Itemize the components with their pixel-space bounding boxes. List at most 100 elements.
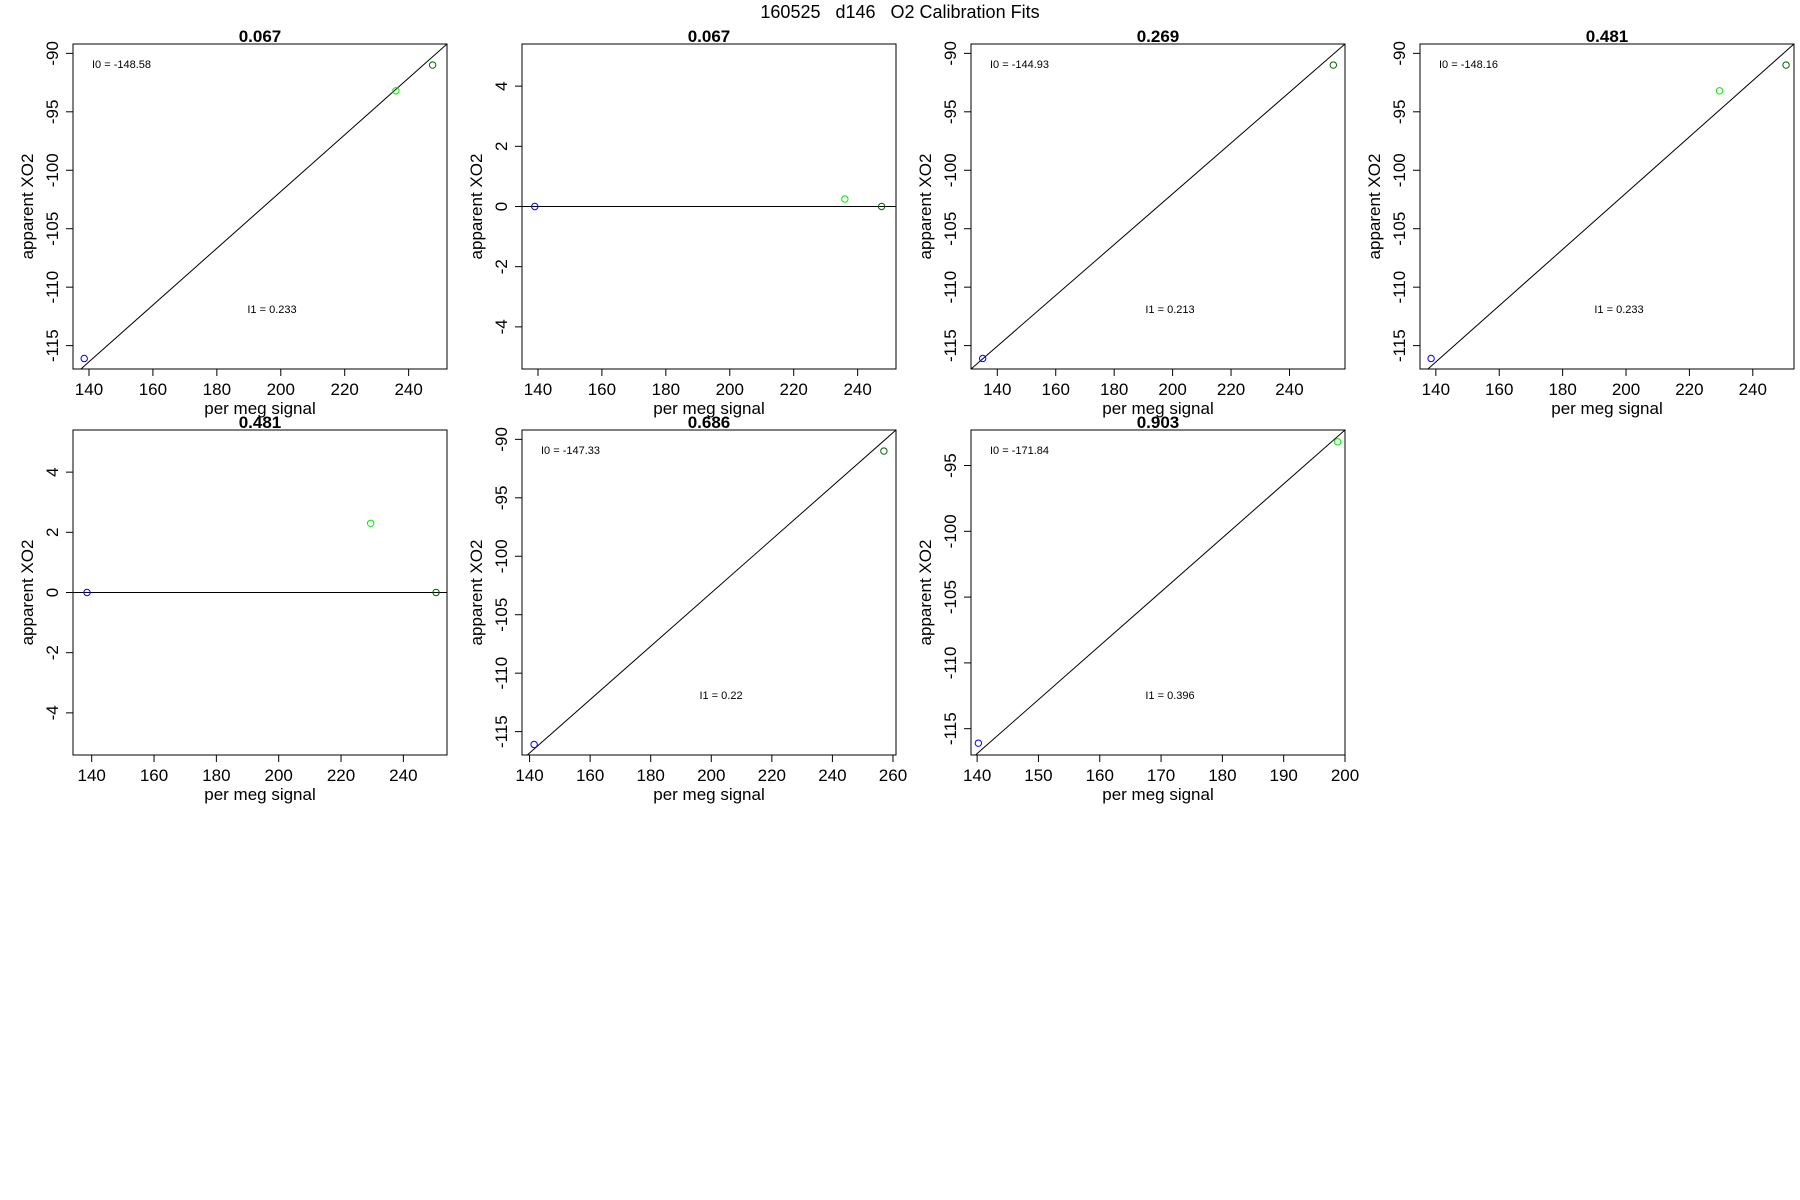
y-tick-label: -95 [941, 453, 960, 478]
data-point-green [428, 61, 437, 69]
panel-title: 0.067 [688, 27, 731, 46]
y-axis-label: apparent XO2 [1365, 154, 1384, 260]
y-tick-label: -110 [1390, 271, 1409, 304]
x-tick-label: 140 [515, 766, 543, 785]
x-tick-label: 170 [1147, 766, 1175, 785]
slope-annotation: I1 = 0.396 [1145, 690, 1194, 702]
x-tick-label: 200 [265, 766, 293, 785]
data-point-lime [366, 519, 375, 527]
y-axis-label: apparent XO2 [916, 154, 935, 260]
x-tick-label: 220 [1675, 380, 1703, 399]
y-tick-label: -115 [1390, 329, 1409, 362]
chart-panel-5: 0.481 140 160 180 200 220 240 -4 -2 0 2 4 per meg si… [18, 413, 448, 804]
x-tick-label: 200 [697, 766, 725, 785]
data-point-lime [1715, 87, 1724, 95]
x-tick-label: 240 [389, 766, 417, 785]
y-tick-label: 4 [43, 467, 62, 476]
panel-title: 0.481 [1586, 27, 1629, 46]
x-tick-label: 160 [140, 766, 168, 785]
x-tick-label: 140 [1422, 380, 1450, 399]
y-tick-label: -115 [492, 715, 511, 748]
y-tick-label: -110 [43, 271, 62, 304]
x-tick-label: 220 [758, 766, 786, 785]
x-tick-label: 160 [1042, 380, 1070, 399]
chart-panel-3: 0.269 140 160 180 200 220 240 -115 -110 -105 -100 -… [916, 27, 1346, 418]
y-axis-label: apparent XO2 [467, 154, 486, 260]
y-tick-label: -100 [1390, 153, 1409, 187]
x-tick-label: 150 [1024, 766, 1052, 785]
x-tick-label: 200 [1331, 766, 1359, 785]
y-tick-label: -4 [43, 705, 62, 720]
x-tick-label: 180 [203, 380, 231, 399]
chart-panel-6: 0.686 140 160 180 200 220 240 260 -115 -110 -105 -1… [467, 413, 907, 804]
y-tick-label: -95 [1390, 100, 1409, 125]
panel-title: 0.903 [1137, 413, 1180, 432]
x-tick-label: 240 [394, 380, 422, 399]
fit-line [971, 44, 1345, 369]
intercept-annotation: I0 = -171.84 [990, 445, 1049, 457]
data-point-lime [841, 195, 849, 203]
x-tick-label: 220 [327, 766, 355, 785]
x-tick-label: 160 [1485, 380, 1513, 399]
data-point-blue [531, 202, 539, 211]
slope-annotation: I1 = 0.233 [247, 304, 296, 316]
data-point-blue [1427, 354, 1435, 363]
y-tick-label: 4 [492, 81, 511, 90]
x-tick-label: 140 [524, 380, 552, 399]
intercept-annotation: I0 = -144.93 [990, 59, 1049, 71]
data-point-lime [392, 87, 400, 95]
y-tick-label: 0 [492, 202, 511, 211]
panel-title: 0.481 [239, 413, 282, 432]
data-point-lime [1333, 438, 1342, 446]
y-tick-label: -110 [941, 271, 960, 304]
x-tick-label: 240 [818, 766, 846, 785]
x-tick-label: 160 [588, 380, 616, 399]
chart-panel-4: 0.481 140 160 180 200 220 240 -115 -110 -105 -100 -… [1365, 27, 1795, 418]
y-tick-label: -105 [941, 212, 960, 246]
x-tick-label: 200 [267, 380, 295, 399]
y-tick-label: -110 [941, 647, 960, 680]
x-tick-label: 140 [963, 766, 991, 785]
y-tick-label: -115 [941, 329, 960, 362]
x-axis-label: per meg signal [1102, 785, 1214, 804]
x-tick-label: 160 [1086, 766, 1114, 785]
x-tick-label: 220 [780, 380, 808, 399]
y-tick-label: -95 [492, 486, 511, 511]
x-axis-label: per meg signal [653, 399, 765, 418]
x-tick-label: 190 [1270, 766, 1298, 785]
y-axis-label: apparent XO2 [18, 540, 37, 646]
x-tick-label: 180 [202, 766, 230, 785]
y-tick-label: -100 [492, 539, 511, 573]
y-tick-label: -105 [492, 598, 511, 632]
x-tick-label: 240 [1275, 380, 1303, 399]
slope-annotation: I1 = 0.213 [1145, 304, 1194, 316]
panel-title: 0.269 [1137, 27, 1180, 46]
x-tick-label: 240 [843, 380, 871, 399]
plot-frame [72, 43, 448, 370]
plot-frame [521, 429, 897, 756]
y-tick-label: -2 [492, 259, 511, 274]
y-tick-label: -105 [1390, 212, 1409, 246]
plot-frame [1419, 43, 1795, 370]
intercept-annotation: I0 = -147.33 [541, 445, 600, 457]
x-axis-label: per meg signal [1102, 399, 1214, 418]
y-tick-label: -90 [492, 427, 511, 452]
data-point-green [1329, 61, 1338, 69]
x-tick-label: 260 [879, 766, 907, 785]
x-tick-label: 160 [576, 766, 604, 785]
x-tick-label: 180 [1100, 380, 1128, 399]
x-tick-label: 200 [1612, 380, 1640, 399]
x-axis-label: per meg signal [653, 785, 765, 804]
data-point-green [1782, 61, 1790, 69]
x-tick-label: 140 [75, 380, 103, 399]
y-tick-label: -115 [43, 329, 62, 362]
intercept-annotation: I0 = -148.16 [1439, 59, 1498, 71]
slope-annotation: I1 = 0.233 [1594, 304, 1643, 316]
x-axis-label: per meg signal [1551, 399, 1663, 418]
x-tick-label: 200 [716, 380, 744, 399]
y-axis-label: apparent XO2 [467, 540, 486, 646]
data-point-green [877, 202, 886, 211]
x-axis-label: per meg signal [204, 785, 316, 804]
x-tick-label: 220 [331, 380, 359, 399]
